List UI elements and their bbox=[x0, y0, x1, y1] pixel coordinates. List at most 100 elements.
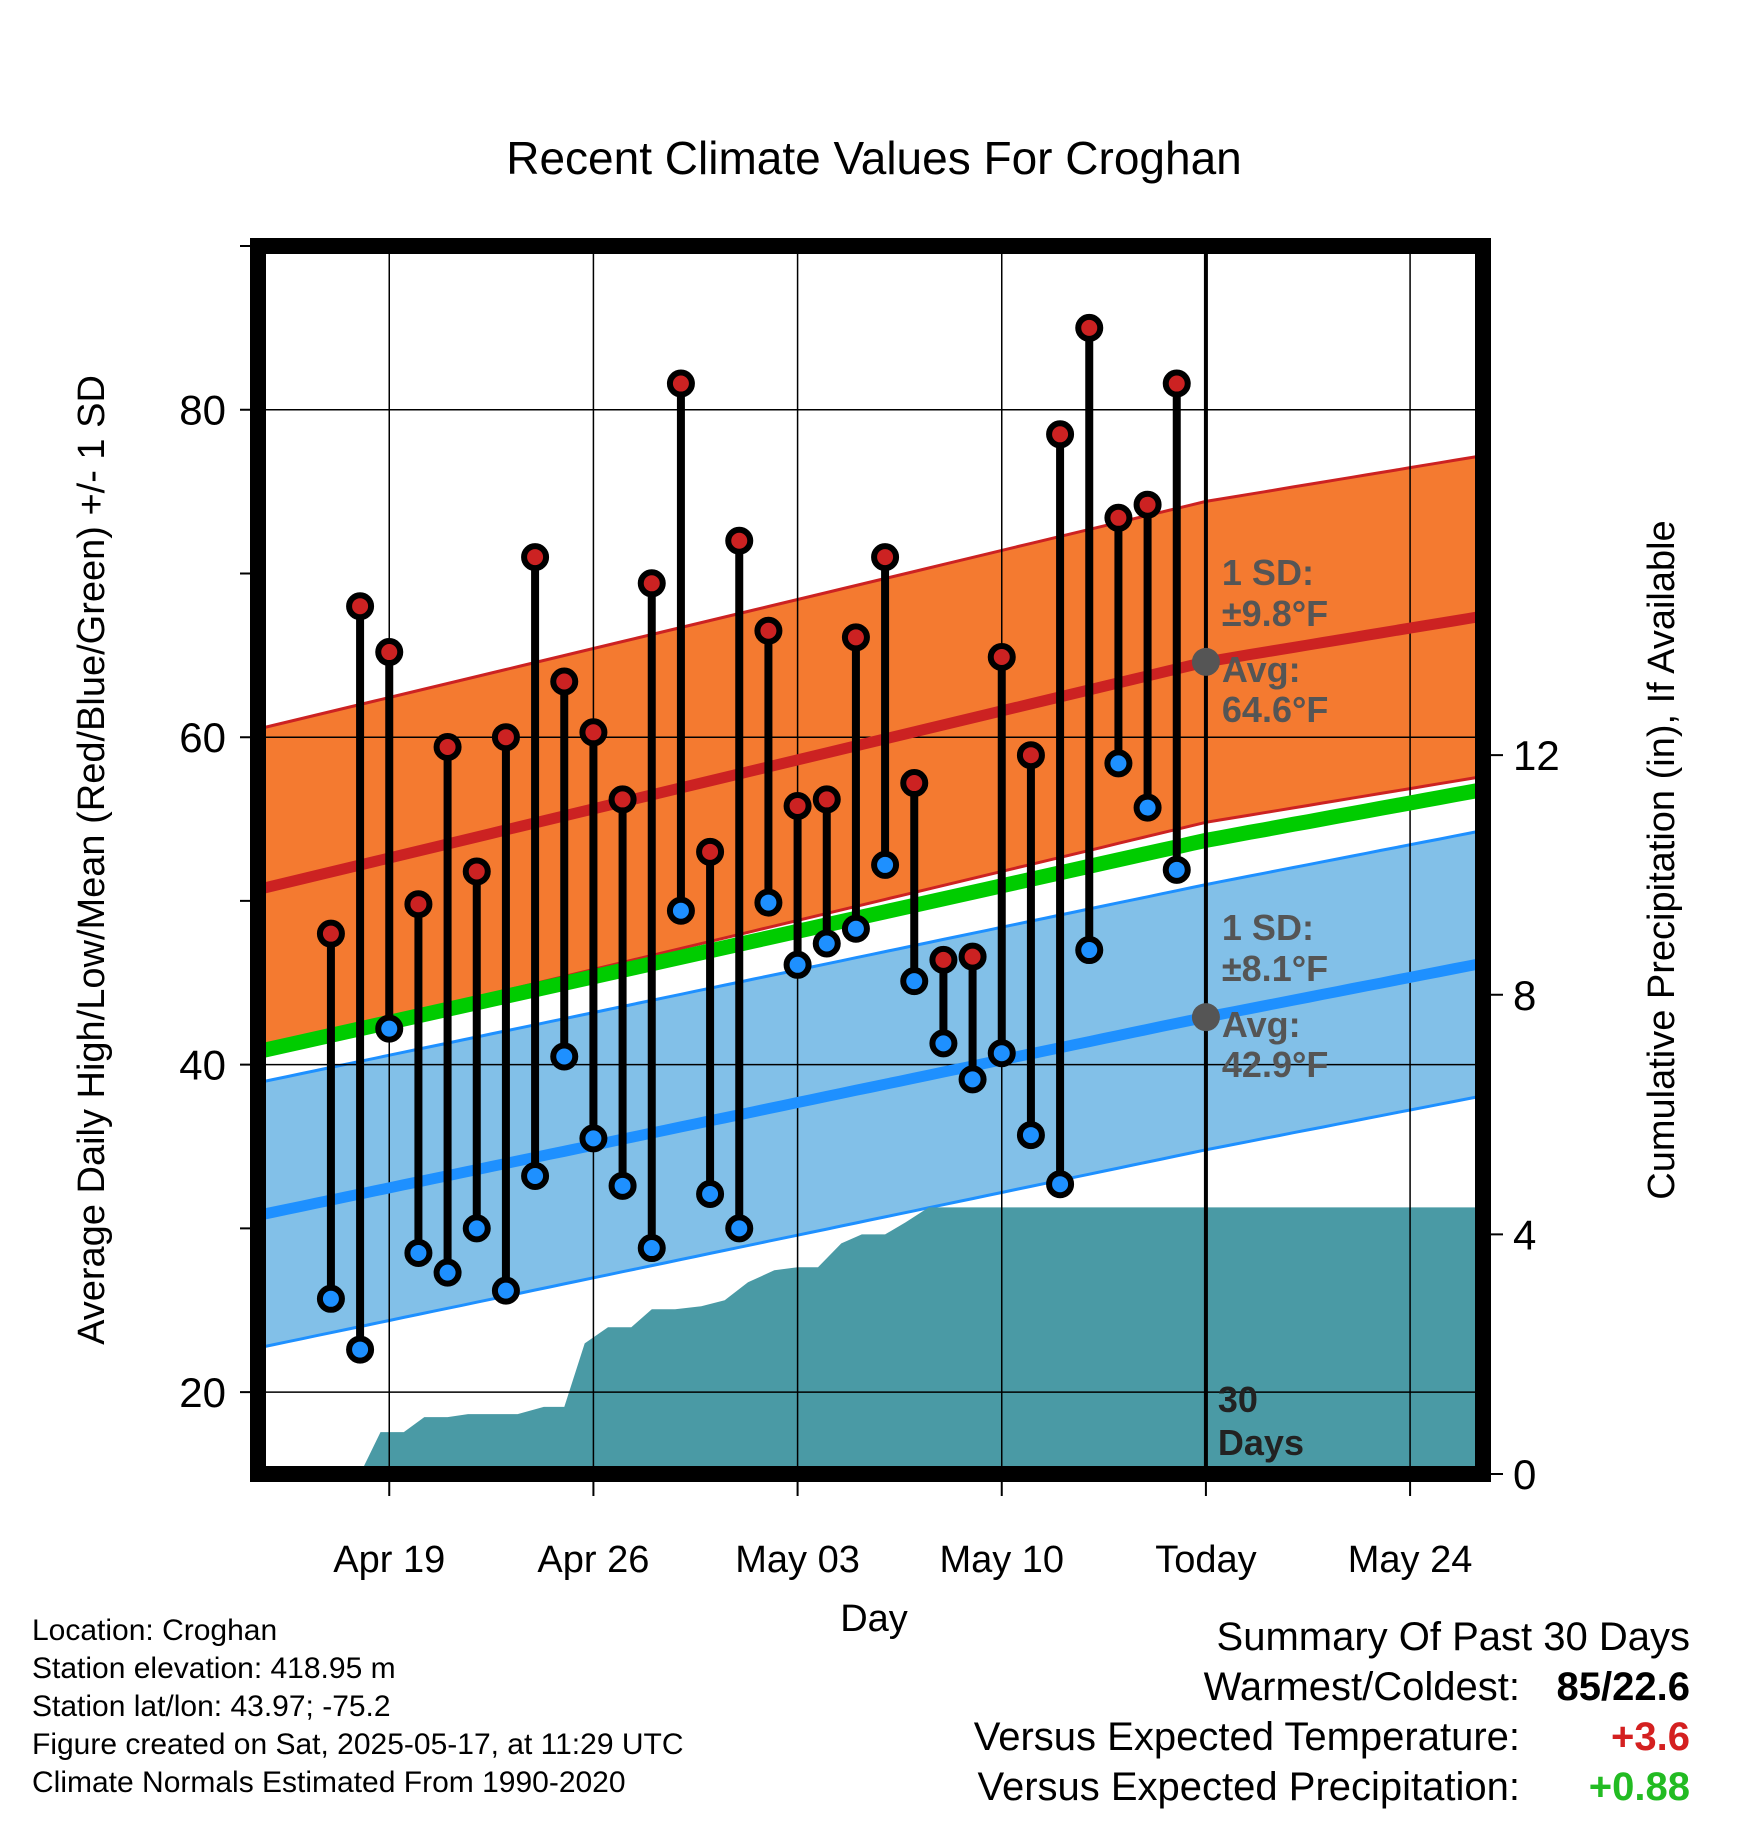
y-tick-label: 40 bbox=[179, 1042, 226, 1089]
high-sd-label: 1 SD: bbox=[1222, 552, 1314, 593]
daily-low-point bbox=[987, 1039, 1016, 1068]
high-sd-value: ±9.8°F bbox=[1222, 593, 1328, 634]
y-tick-label: 80 bbox=[179, 387, 226, 434]
y-tick-label: 60 bbox=[179, 714, 226, 761]
daily-high-point bbox=[783, 791, 812, 820]
axes: 20 40 60 80 0 4 8 12 Apr 19 Apr 26 May 03 May 10 Tod… bbox=[179, 238, 1560, 1581]
high-normal-line bbox=[258, 610, 1483, 895]
location-text: Location: Croghan bbox=[32, 1614, 278, 1647]
low-band-upper-edge bbox=[258, 829, 1483, 1085]
daily-high-point bbox=[958, 942, 987, 971]
y2-tick-label: 0 bbox=[1513, 1451, 1536, 1498]
daily-low-point bbox=[1133, 793, 1162, 822]
daily-low-point bbox=[841, 914, 870, 943]
chart-title: Recent Climate Values For Croghan bbox=[506, 132, 1241, 184]
low-sd-label: 1 SD: bbox=[1222, 907, 1314, 948]
daily-high-point bbox=[521, 543, 550, 572]
warm-cold-row: Warmest/Coldest: 85/22.6 bbox=[974, 1662, 1690, 1712]
x-tick-label: May 24 bbox=[1348, 1539, 1473, 1581]
x-tick-label: Today bbox=[1155, 1539, 1256, 1581]
daily-high-point bbox=[1046, 420, 1075, 449]
prcp-row: Versus Expected Precipitation: +0.88 bbox=[974, 1762, 1690, 1812]
low-avg-value: 42.9°F bbox=[1222, 1044, 1328, 1085]
daily-high-point bbox=[608, 785, 637, 814]
temp-label: Versus Expected Temperature: bbox=[973, 1715, 1520, 1759]
daily-high-point bbox=[579, 718, 608, 747]
daily-high-point bbox=[433, 733, 462, 762]
daily-low-point bbox=[929, 1029, 958, 1058]
daily-high-point bbox=[987, 642, 1016, 671]
x-tick-label: Apr 26 bbox=[537, 1539, 649, 1581]
daily-low-point bbox=[1075, 936, 1104, 965]
daily-low-point bbox=[783, 950, 812, 979]
window-unit-label: Days bbox=[1218, 1422, 1304, 1463]
daily-high-point bbox=[1016, 741, 1045, 770]
daily-low-point bbox=[1162, 855, 1191, 884]
low-normal-line bbox=[258, 957, 1483, 1221]
low-avg-label: Avg: bbox=[1222, 1004, 1301, 1045]
precip-area bbox=[360, 1207, 1483, 1474]
daily-low-point bbox=[696, 1180, 725, 1209]
x-tick-label: May 10 bbox=[939, 1539, 1064, 1581]
x-tick-label: May 03 bbox=[735, 1539, 860, 1581]
daily-high-point bbox=[1104, 503, 1133, 532]
mean-normal-line bbox=[258, 782, 1483, 1059]
y2-tick-label: 4 bbox=[1513, 1211, 1536, 1258]
daily-low-point bbox=[1104, 749, 1133, 778]
plot-interior bbox=[258, 246, 1483, 1474]
daily-low-point bbox=[637, 1234, 666, 1263]
daily-high-point bbox=[550, 667, 579, 696]
daily-high-point bbox=[929, 945, 958, 974]
daily-low-point bbox=[958, 1065, 987, 1094]
daily-low-point bbox=[666, 896, 695, 925]
prcp-label: Versus Expected Precipitation: bbox=[977, 1765, 1520, 1809]
x-axis-label: Day bbox=[840, 1598, 908, 1640]
daily-low-point bbox=[521, 1162, 550, 1191]
warm-cold-label: Warmest/Coldest: bbox=[1203, 1665, 1520, 1709]
daily-low-point bbox=[404, 1238, 433, 1267]
y2-tick-label: 12 bbox=[1513, 732, 1560, 779]
daily-low-point bbox=[608, 1171, 637, 1200]
summary-title-row: Summary Of Past 30 Days bbox=[974, 1612, 1690, 1662]
daily-high-point bbox=[871, 543, 900, 572]
daily-high-point bbox=[696, 837, 725, 866]
daily-low-point bbox=[812, 929, 841, 958]
summary-panel: Summary Of Past 30 Days Warmest/Coldest:… bbox=[974, 1612, 1690, 1812]
daily-low-point bbox=[316, 1284, 345, 1313]
window-count-label: 30 bbox=[1218, 1379, 1258, 1420]
daily-high-point bbox=[346, 592, 375, 621]
low-sd-value: ±8.1°F bbox=[1222, 948, 1328, 989]
daily-low-point bbox=[579, 1124, 608, 1153]
today-high-normal-marker bbox=[1191, 647, 1220, 676]
y2-tick-label: 8 bbox=[1513, 972, 1536, 1019]
daily-high-point bbox=[1162, 369, 1191, 398]
daily-low-point bbox=[754, 888, 783, 917]
daily-high-point bbox=[375, 638, 404, 667]
daily-low-point bbox=[433, 1258, 462, 1287]
daily-high-point bbox=[462, 857, 491, 886]
elevation-text: Station elevation: 418.95 m bbox=[32, 1652, 396, 1685]
y-axis-label: Average Daily High/Low/Mean (Red/Blue/Gr… bbox=[71, 375, 113, 1345]
latlon-text: Station lat/lon: 43.97; -75.2 bbox=[32, 1690, 391, 1723]
low-band-lower-edge bbox=[258, 1094, 1483, 1350]
temp-value: +3.6 bbox=[1611, 1715, 1690, 1759]
warm-cold-value: 85/22.6 bbox=[1556, 1665, 1690, 1709]
daily-low-point bbox=[491, 1276, 520, 1305]
daily-high-point bbox=[900, 769, 929, 798]
daily-low-point bbox=[725, 1214, 754, 1243]
high-avg-value: 64.6°F bbox=[1222, 689, 1328, 730]
daily-high-point bbox=[404, 890, 433, 919]
daily-low-point bbox=[346, 1335, 375, 1364]
station-info: Location: Croghan Station elevation: 418… bbox=[32, 1612, 684, 1802]
daily-low-point bbox=[1046, 1170, 1075, 1199]
high-band-upper-edge bbox=[258, 454, 1483, 731]
daily-high-point bbox=[666, 369, 695, 398]
temp-row: Versus Expected Temperature: +3.6 bbox=[974, 1712, 1690, 1762]
summary-title: Summary Of Past 30 Days bbox=[1216, 1615, 1690, 1659]
normals-text: Climate Normals Estimated From 1990-2020 bbox=[32, 1766, 626, 1799]
daily-high-point bbox=[754, 616, 783, 645]
daily-low-point bbox=[462, 1214, 491, 1243]
daily-low-point bbox=[550, 1042, 579, 1071]
